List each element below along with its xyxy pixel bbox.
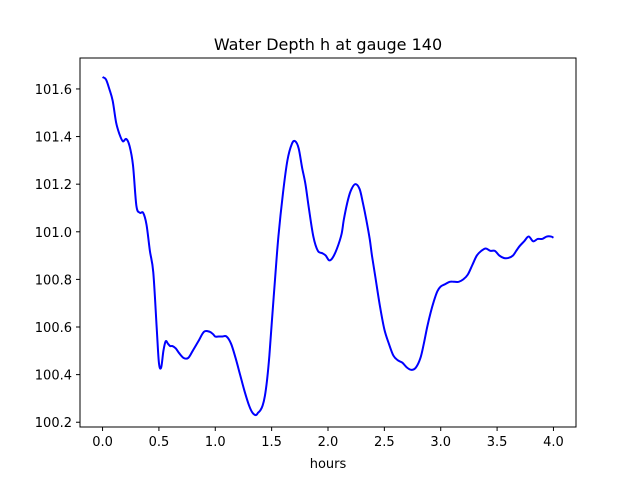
y-tick-label: 100.2 bbox=[35, 416, 72, 431]
y-tick-label: 101.0 bbox=[35, 226, 72, 241]
y-tick-label: 101.4 bbox=[35, 131, 72, 146]
x-tick-label: 0.5 bbox=[149, 435, 170, 450]
x-axis-label: hours bbox=[310, 457, 347, 472]
y-axis: 100.2 100.4 100.6 100.8 101.0 101.2 101.4 101.6 bbox=[35, 83, 80, 431]
x-tick-label: 4.0 bbox=[543, 435, 564, 450]
chart-title: Water Depth h at gauge 140 bbox=[214, 35, 442, 54]
x-axis: 0.0 0.5 1.0 1.5 2.0 2.5 3.0 3.5 4.0 bbox=[92, 427, 564, 450]
x-tick-label: 3.5 bbox=[487, 435, 508, 450]
y-tick-label: 100.8 bbox=[35, 273, 72, 288]
plot-frame bbox=[79, 57, 577, 428]
y-tick-label: 101.6 bbox=[35, 83, 72, 98]
x-tick-label: 1.0 bbox=[205, 435, 226, 450]
x-tick-label: 3.0 bbox=[430, 435, 451, 450]
series-line bbox=[101, 76, 554, 417]
x-tick-label: 2.5 bbox=[374, 435, 395, 450]
y-tick-label: 101.2 bbox=[35, 178, 72, 193]
y-tick-label: 100.4 bbox=[35, 369, 72, 384]
x-tick-label: 2.0 bbox=[318, 435, 339, 450]
x-tick-label: 0.0 bbox=[92, 435, 113, 450]
x-tick-label: 1.5 bbox=[261, 435, 282, 450]
y-tick-label: 100.6 bbox=[35, 321, 72, 336]
